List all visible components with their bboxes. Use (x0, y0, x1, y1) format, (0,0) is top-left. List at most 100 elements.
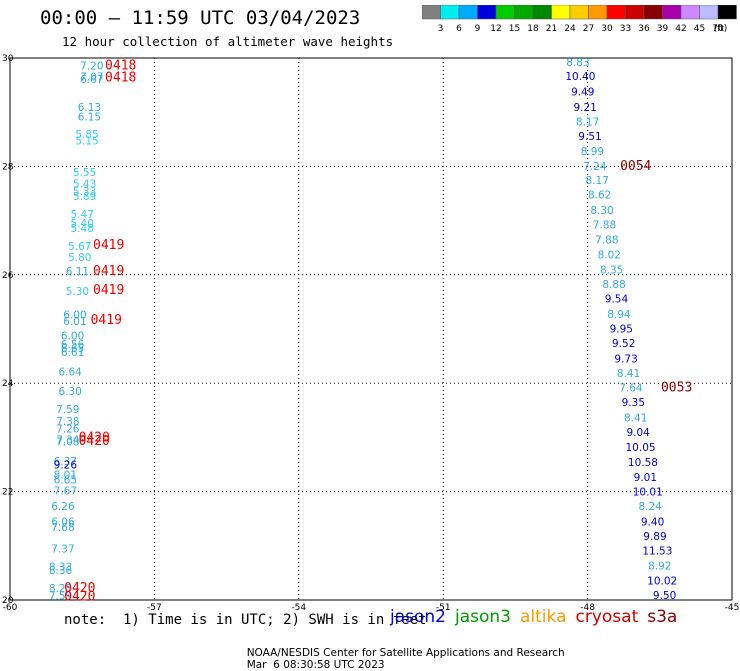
page-title: 00:00 – 11:59 UTC 03/04/2023 (40, 7, 361, 29)
note-text: note: 1) Time is in UTC; 2) SWH is in fe… (64, 612, 427, 628)
scale-swatch (643, 5, 663, 20)
scale-label: 70 (712, 24, 724, 34)
wave-height-value: 7.88 (595, 235, 618, 247)
wave-height-value: 10.40 (565, 71, 595, 83)
scale-label: 33 (620, 24, 631, 34)
pass-time-label: 0053 (661, 381, 692, 396)
wave-height-value: 6.61 (61, 347, 84, 359)
scale-label: 21 (546, 24, 557, 34)
scale-label: 45 (694, 24, 705, 34)
wave-height-value: 6.11 (66, 266, 89, 278)
wave-height-value: 6.37 (54, 456, 77, 468)
wave-height-value: 9.51 (578, 131, 601, 143)
wave-height-value: 9.54 (605, 294, 629, 306)
lat-tick-label: 20 (2, 596, 14, 606)
satellite-altika: altika (520, 607, 567, 627)
scale-label: 3 (438, 24, 444, 34)
satellite-jason3: jason3 (455, 607, 511, 627)
wave-height-value: 5.33 (73, 186, 96, 198)
scale-swatch (625, 5, 645, 20)
wave-height-value: 11.53 (642, 546, 672, 558)
wave-height-value: 5.55 (73, 167, 96, 179)
scale-swatch (514, 5, 534, 20)
scale-unit: (ft) (714, 24, 728, 34)
pass-time-label: 0420 (79, 434, 110, 449)
wave-height-value: 7.20 (80, 61, 103, 73)
pass-time-label: 0054 (620, 159, 651, 174)
wave-height-value: 8.24 (638, 501, 662, 513)
wave-height-value: 6.64 (58, 366, 82, 378)
satellite-jason2: jason2 (390, 607, 446, 627)
wave-height-value: 7.59 (56, 404, 79, 416)
wave-height-value: 9.35 (622, 397, 645, 409)
scale-label: 9 (475, 24, 481, 34)
scale-swatch (495, 5, 515, 20)
page-subtitle: 12 hour collection of altimeter wave hei… (62, 34, 394, 49)
wave-height-value: 9.73 (614, 353, 637, 365)
wave-height-value: 8.36 (49, 565, 73, 577)
wave-height-value: 5.40 (71, 218, 94, 230)
wave-height-value: 7.38 (56, 416, 79, 428)
scale-swatch (551, 5, 571, 20)
scale-label: 15 (509, 24, 520, 34)
wave-height-value: 6.65 (54, 475, 77, 487)
wave-height-value: 10.02 (647, 575, 677, 587)
scale-label: 39 (657, 24, 669, 34)
wave-height-value: 6.01 (63, 316, 86, 328)
scale-label: 27 (583, 24, 594, 34)
wave-height-value: 8.88 (602, 279, 625, 291)
wave-height-value: 8.62 (588, 190, 611, 202)
wave-height-value: 6.15 (78, 112, 101, 124)
wave-height-value: 9.49 (571, 87, 594, 99)
credit-agency: NOAA/NESDIS Center for Satellite Applica… (246, 647, 565, 659)
pass-time-label: 0419 (93, 283, 124, 298)
wave-height-value: 5.48 (71, 223, 94, 235)
wave-height-value: 6.30 (58, 386, 81, 398)
color-scale: 3 6 9 12 15 18 21 24 27 30 33 36 39 42 45 70(ft) (422, 5, 737, 34)
wave-height-value: 8.17 (586, 175, 609, 187)
wave-height-value: 5.47 (71, 209, 94, 221)
scale-swatch (458, 5, 478, 20)
wave-height-value: 9.89 (643, 531, 666, 543)
wave-height-value: 5.30 (66, 286, 89, 298)
wave-height-value: 9.95 (610, 323, 633, 335)
wave-height-value: 6.00 (63, 309, 86, 321)
lon-tick-label: -60 (3, 603, 18, 613)
wave-height-value: 9.21 (573, 102, 596, 114)
wave-height-value: 7.88 (593, 219, 616, 231)
wave-height-value: 7.24 (583, 161, 607, 173)
scale-swatch (680, 5, 700, 20)
wave-height-value: 6.65 (61, 343, 84, 355)
wave-height-value: 10.58 (628, 457, 658, 469)
scale-swatch (606, 5, 626, 20)
wave-height-value: 6.67 (80, 74, 103, 86)
lat-tick-label: 22 (2, 488, 13, 498)
satellite-s3a: s3a (647, 607, 678, 627)
wave-height-value: 6.00 (61, 331, 84, 343)
scale-swatch (569, 5, 589, 20)
pass-time-label: 0419 (93, 238, 124, 253)
scale-swatch (422, 5, 441, 20)
wave-height-value: 5.89 (73, 191, 96, 203)
lat-tick-label: 26 (2, 271, 14, 281)
scale-label: 36 (638, 24, 650, 34)
wave-height-value: 9.26 (54, 460, 78, 472)
wave-height-value: 8.94 (607, 309, 631, 321)
lon-tick-label: -45 (725, 603, 740, 613)
pass-time-label: 0418 (105, 71, 136, 86)
wave-height-value: 8.33 (49, 561, 72, 573)
wave-height-value: 7.34 (56, 435, 80, 447)
scale-label: 18 (527, 24, 539, 34)
wave-height-value: 7.67 (54, 486, 77, 498)
wave-height-value: 6.26 (51, 501, 75, 513)
scale-swatch (662, 5, 682, 20)
wave-height-value: 8.92 (648, 560, 671, 572)
scale-swatch (717, 5, 737, 20)
scale-swatch (477, 5, 497, 20)
wave-height-value: 7.64 (619, 383, 643, 395)
lat-tick-label: 24 (2, 379, 14, 389)
generated-timestamp: Mar 6 08:30:58 UTC 2023 (246, 659, 385, 671)
scale-label: 6 (456, 24, 462, 34)
pass-time-label: 0418 (105, 59, 136, 74)
wave-height-value: 6.13 (78, 102, 101, 114)
